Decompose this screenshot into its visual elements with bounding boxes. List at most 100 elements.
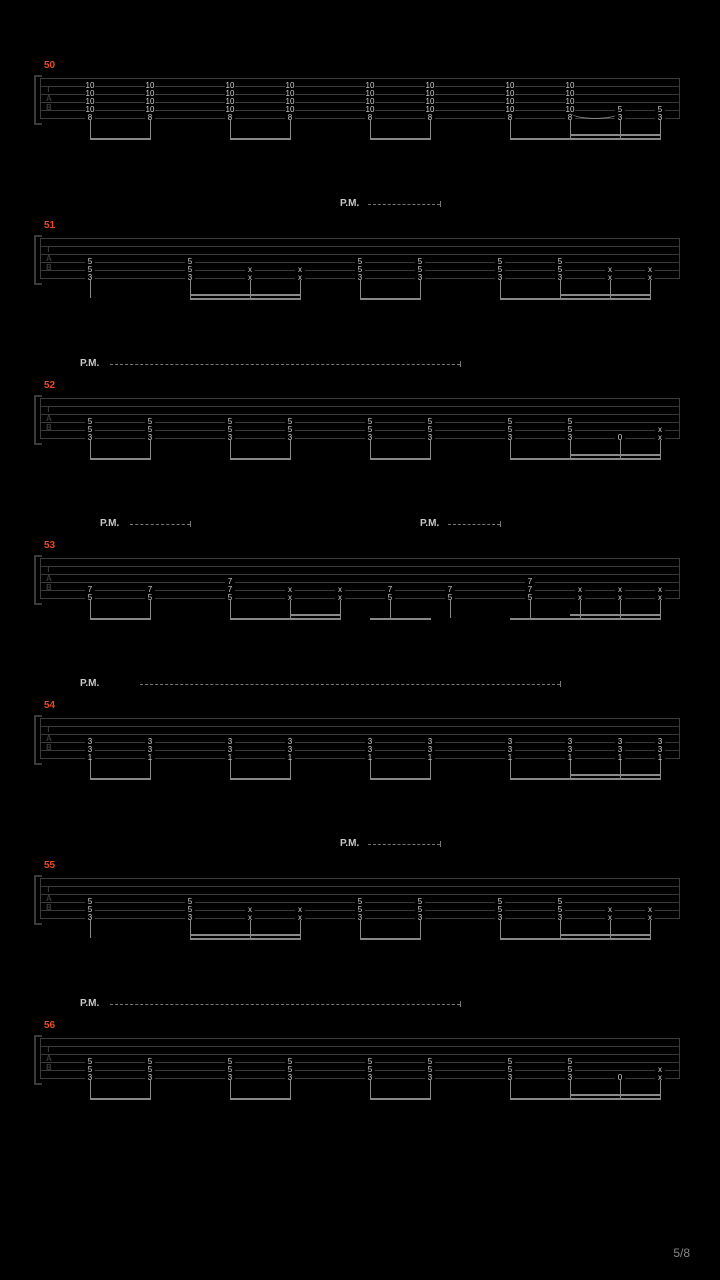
stem xyxy=(430,760,431,778)
bar-number: 50 xyxy=(44,60,55,71)
beam xyxy=(620,614,661,616)
tab-clef: A xyxy=(46,1055,52,1062)
beam xyxy=(620,778,661,780)
beam xyxy=(230,618,291,620)
staff-line xyxy=(40,582,680,583)
staff-line xyxy=(40,406,680,407)
beam xyxy=(620,774,661,776)
beam xyxy=(510,138,571,140)
staff-line xyxy=(40,254,680,255)
staff-line xyxy=(40,422,680,423)
beam xyxy=(610,938,651,940)
beam xyxy=(610,294,651,296)
barline xyxy=(40,558,41,598)
staff-line xyxy=(40,78,680,79)
staff-line xyxy=(40,1038,680,1039)
staff-line xyxy=(40,758,680,759)
beam xyxy=(370,618,431,620)
beam xyxy=(370,138,431,140)
beam xyxy=(560,294,611,296)
beam xyxy=(190,938,251,940)
stem xyxy=(290,760,291,778)
stem xyxy=(230,1080,231,1098)
stem xyxy=(150,440,151,458)
staff-line xyxy=(40,1062,680,1063)
beam xyxy=(230,1098,291,1100)
beam xyxy=(90,138,151,140)
beam xyxy=(290,614,341,616)
stem xyxy=(370,1080,371,1098)
beam xyxy=(560,298,611,300)
stem xyxy=(230,440,231,458)
beam xyxy=(190,298,251,300)
pm-extent xyxy=(368,204,440,205)
staff-line xyxy=(40,750,680,751)
stem xyxy=(150,120,151,138)
beam xyxy=(370,1098,431,1100)
stem xyxy=(420,280,421,298)
beam xyxy=(570,138,621,140)
stem xyxy=(510,1080,511,1098)
staff-line xyxy=(40,430,680,431)
beam xyxy=(250,294,301,296)
pm-extent xyxy=(130,524,190,525)
bar-number: 52 xyxy=(44,380,55,391)
stem xyxy=(450,600,451,618)
tab-clef: T xyxy=(46,86,51,93)
stem xyxy=(370,440,371,458)
beam xyxy=(620,134,661,136)
staff-line xyxy=(40,438,680,439)
staff-line xyxy=(40,566,680,567)
beam xyxy=(360,298,421,300)
tab-clef: T xyxy=(46,1046,51,1053)
beam xyxy=(570,614,621,616)
page-number: 5/8 xyxy=(673,1246,690,1260)
stem xyxy=(90,1080,91,1098)
beam xyxy=(570,134,621,136)
stem xyxy=(90,440,91,458)
beam xyxy=(510,1098,571,1100)
barline xyxy=(40,1038,41,1078)
stem xyxy=(510,120,511,138)
beam xyxy=(190,294,251,296)
staff-line xyxy=(40,574,680,575)
stem xyxy=(430,440,431,458)
pm-extent xyxy=(110,1004,460,1005)
stem xyxy=(90,760,91,778)
beam xyxy=(570,458,621,460)
tab-clef: A xyxy=(46,575,52,582)
stem xyxy=(230,600,231,618)
bar-number: 51 xyxy=(44,220,55,231)
beam xyxy=(620,458,661,460)
stem xyxy=(370,120,371,138)
staff-line xyxy=(40,734,680,735)
pm-extent xyxy=(368,844,440,845)
staff-line xyxy=(40,886,680,887)
barline xyxy=(40,78,41,118)
pm-label: P.M. xyxy=(420,518,439,529)
stem xyxy=(510,760,511,778)
beam xyxy=(560,938,611,940)
barline xyxy=(679,78,680,118)
pm-extent xyxy=(448,524,500,525)
staff-line xyxy=(40,1078,680,1079)
stem xyxy=(150,1080,151,1098)
beam xyxy=(620,138,661,140)
barline xyxy=(679,238,680,278)
tab-clef: A xyxy=(46,415,52,422)
beam xyxy=(560,934,611,936)
beam xyxy=(570,1098,621,1100)
staff-line xyxy=(40,102,680,103)
barline xyxy=(679,558,680,598)
beam xyxy=(510,618,571,620)
staff-line xyxy=(40,558,680,559)
tab-clef: A xyxy=(46,95,52,102)
beam xyxy=(510,458,571,460)
beam xyxy=(610,298,651,300)
beam xyxy=(190,934,251,936)
pm-label: P.M. xyxy=(340,838,359,849)
beam xyxy=(570,1094,621,1096)
stem xyxy=(370,760,371,778)
tab-page: 5/8 50TAB1010101081010101081010101081010… xyxy=(0,0,720,1280)
stem xyxy=(360,920,361,938)
